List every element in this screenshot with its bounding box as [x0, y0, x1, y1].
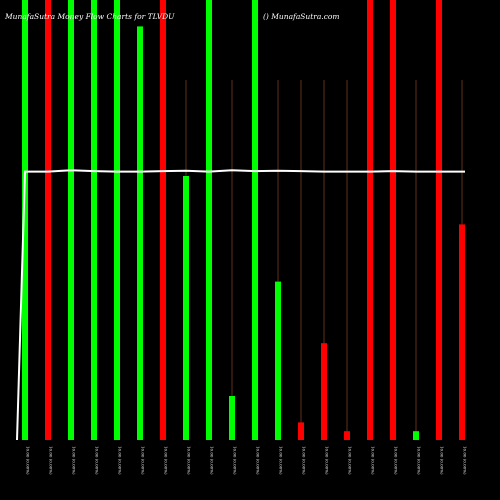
x-tick-label: 10.00 (0.00%) [49, 446, 54, 475]
bar [298, 422, 304, 440]
bar [114, 0, 120, 440]
bar [459, 224, 465, 440]
bar [252, 0, 258, 440]
x-tick-label: 10.00 (0.00%) [371, 446, 376, 475]
x-tick-label: 10.00 (0.00%) [256, 446, 261, 475]
x-tick-label: 10.00 (0.00%) [164, 446, 169, 475]
bar [413, 431, 419, 440]
bar [206, 0, 212, 440]
bar [91, 0, 97, 440]
x-tick-label: 10.00 (0.00%) [26, 446, 31, 475]
bar [367, 0, 373, 440]
x-tick-label: 10.00 (0.00%) [95, 446, 100, 475]
x-tick-label: 10.00 (0.00%) [440, 446, 445, 475]
bar [68, 0, 74, 440]
x-tick-label: 10.00 (0.00%) [348, 446, 353, 475]
x-tick-label: 10.00 (0.00%) [325, 446, 330, 475]
bars [22, 0, 465, 441]
x-tick-label: 10.00 (0.00%) [233, 446, 238, 475]
site-credit: () MunafaSutra.com [263, 12, 340, 21]
x-tick-labels: 10.00 (0.00%) 10.00 (0.00%) 10.00 (0.00%) 1… [26, 446, 468, 475]
bar [436, 0, 442, 440]
x-tick-label: 10.00 (0.00%) [463, 446, 468, 475]
bar [321, 343, 327, 440]
x-tick-label: 10.00 (0.00%) [187, 446, 192, 475]
x-tick-label: 10.00 (0.00%) [72, 446, 77, 475]
x-tick-label: 10.00 (0.00%) [302, 446, 307, 475]
bar [183, 176, 189, 440]
x-tick-label: 10.00 (0.00%) [118, 446, 123, 475]
x-tick-label: 10.00 (0.00%) [417, 446, 422, 475]
bar [137, 26, 143, 441]
bar [45, 0, 51, 440]
bar [22, 0, 28, 440]
bar [229, 396, 235, 440]
x-tick-label: 10.00 (0.00%) [279, 446, 284, 475]
bar [390, 0, 396, 440]
price-line [16, 169, 465, 441]
bar [160, 0, 166, 440]
x-tick-label: 10.00 (0.00%) [210, 446, 215, 475]
bar [344, 431, 350, 440]
chart-title: MunafaSutra Money Flow Charts for TLVDU [4, 12, 175, 21]
x-tick-label: 10.00 (0.00%) [141, 446, 146, 475]
x-tick-label: 10.00 (0.00%) [394, 446, 399, 475]
bar [275, 281, 281, 440]
